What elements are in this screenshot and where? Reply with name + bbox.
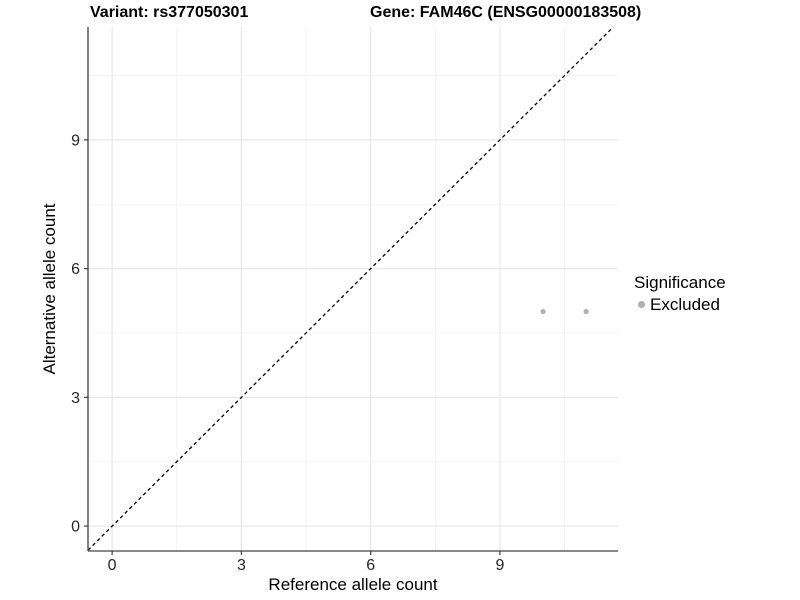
legend-item-label: Excluded — [650, 295, 720, 314]
legend-item-excluded: Excluded — [634, 295, 726, 314]
y-tick-label: 6 — [71, 261, 80, 278]
gene-title: Gene: FAM46C (ENSG00000183508) — [370, 4, 642, 21]
y-axis-title: Alternative allele count — [40, 203, 59, 375]
data-point — [540, 308, 546, 315]
data-point — [583, 308, 589, 315]
y-tick-label: 9 — [71, 132, 80, 149]
x-tick-label: 9 — [495, 557, 504, 574]
y-tick-label: 3 — [71, 390, 80, 407]
variant-title: Variant: rs377050301 — [90, 4, 249, 21]
x-axis-title: Reference allele count — [268, 575, 438, 594]
y-tick-label: 0 — [71, 519, 80, 536]
x-tick-label: 0 — [108, 557, 117, 574]
x-tick-label: 6 — [366, 557, 375, 574]
x-tick-label: 3 — [237, 557, 246, 574]
legend: Significance Excluded — [634, 273, 726, 314]
excluded-point-icon — [638, 301, 645, 308]
identity-reference-line — [87, 26, 614, 551]
legend-title: Significance — [634, 273, 726, 292]
